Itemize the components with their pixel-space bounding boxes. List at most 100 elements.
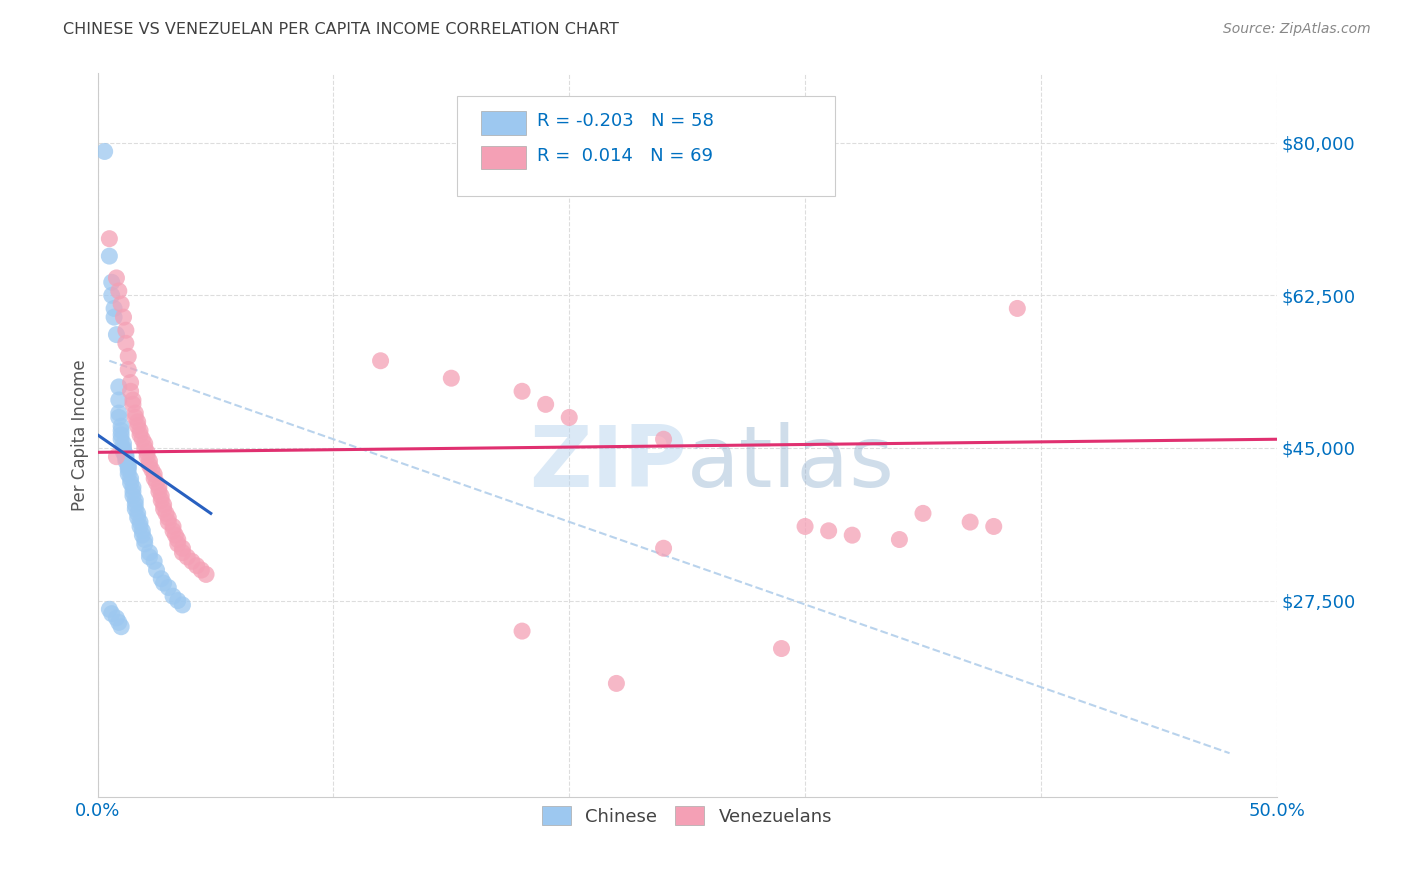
Point (112, 436, 135, 450)
Point (911, 507, 934, 521)
Point (98, 249, 121, 263)
Point (534, 397, 557, 411)
Point (138, 549, 160, 564)
Point (107, 615, 129, 630)
Y-axis label: Per Capita Income: Per Capita Income (72, 359, 89, 511)
Point (127, 507, 149, 521)
Point (107, 392, 129, 407)
Point (152, 576, 174, 591)
Point (115, 448, 138, 462)
Point (122, 392, 145, 407)
Point (190, 563, 212, 577)
Point (195, 567, 218, 582)
Point (120, 471, 142, 485)
Point (100, 288, 122, 302)
Point (112, 445, 135, 459)
Point (122, 489, 145, 503)
Point (129, 515, 152, 529)
Point (117, 463, 139, 477)
Point (152, 502, 174, 516)
Point (105, 450, 128, 464)
Point (110, 432, 132, 446)
Point (959, 515, 981, 529)
Point (129, 428, 152, 442)
Point (105, 327, 128, 342)
Point (652, 541, 675, 556)
Point (93, 145, 115, 159)
Point (157, 515, 180, 529)
Point (107, 380, 129, 394)
Point (150, 489, 173, 503)
Point (136, 450, 159, 464)
Point (115, 323, 138, 337)
Point (143, 554, 166, 568)
Point (605, 676, 627, 690)
FancyBboxPatch shape (457, 96, 835, 196)
Point (162, 519, 184, 533)
Point (558, 410, 581, 425)
Point (117, 460, 139, 475)
Point (172, 541, 194, 556)
Point (136, 445, 159, 459)
Point (138, 546, 160, 560)
Point (105, 611, 128, 625)
Point (129, 424, 152, 438)
Point (100, 275, 122, 289)
Legend: Chinese, Venezuelans: Chinese, Venezuelans (533, 797, 841, 835)
Point (107, 284, 129, 298)
Point (120, 384, 142, 399)
Point (162, 524, 184, 538)
Point (143, 467, 166, 482)
Point (186, 558, 208, 573)
Point (115, 451, 138, 466)
Point (152, 498, 174, 512)
Point (134, 436, 156, 450)
Text: R = -0.203   N = 58: R = -0.203 N = 58 (537, 112, 714, 130)
Point (165, 528, 187, 542)
Point (817, 524, 839, 538)
Point (134, 533, 156, 547)
Point (112, 441, 135, 455)
Text: CHINESE VS VENEZUELAN PER CAPITA INCOME CORRELATION CHART: CHINESE VS VENEZUELAN PER CAPITA INCOME … (63, 22, 619, 37)
Point (148, 480, 170, 494)
Point (117, 350, 139, 364)
Point (370, 353, 392, 368)
Point (112, 310, 135, 325)
Point (127, 510, 149, 524)
Point (652, 432, 675, 446)
Text: atlas: atlas (688, 422, 896, 506)
FancyBboxPatch shape (481, 146, 526, 169)
Point (157, 581, 180, 595)
FancyBboxPatch shape (481, 112, 526, 135)
Point (110, 424, 132, 438)
Point (129, 519, 152, 533)
Point (117, 458, 139, 473)
Point (124, 406, 146, 420)
Point (770, 641, 793, 656)
Point (131, 432, 153, 446)
Point (138, 458, 160, 473)
Point (176, 549, 198, 564)
Point (1007, 301, 1029, 316)
Point (100, 607, 122, 621)
Point (148, 484, 170, 499)
Point (794, 519, 817, 533)
Point (983, 519, 1005, 533)
Point (103, 310, 125, 325)
Point (110, 620, 132, 634)
Point (107, 406, 129, 420)
Point (124, 493, 146, 508)
Point (120, 475, 142, 490)
Point (117, 362, 139, 376)
Point (157, 510, 180, 524)
Point (162, 589, 184, 603)
Point (134, 537, 156, 551)
Point (440, 371, 463, 385)
Point (131, 524, 153, 538)
Text: Source: ZipAtlas.com: Source: ZipAtlas.com (1223, 22, 1371, 37)
Point (110, 297, 132, 311)
Point (150, 572, 173, 586)
Point (115, 336, 138, 351)
Point (98, 602, 121, 616)
Point (172, 546, 194, 560)
